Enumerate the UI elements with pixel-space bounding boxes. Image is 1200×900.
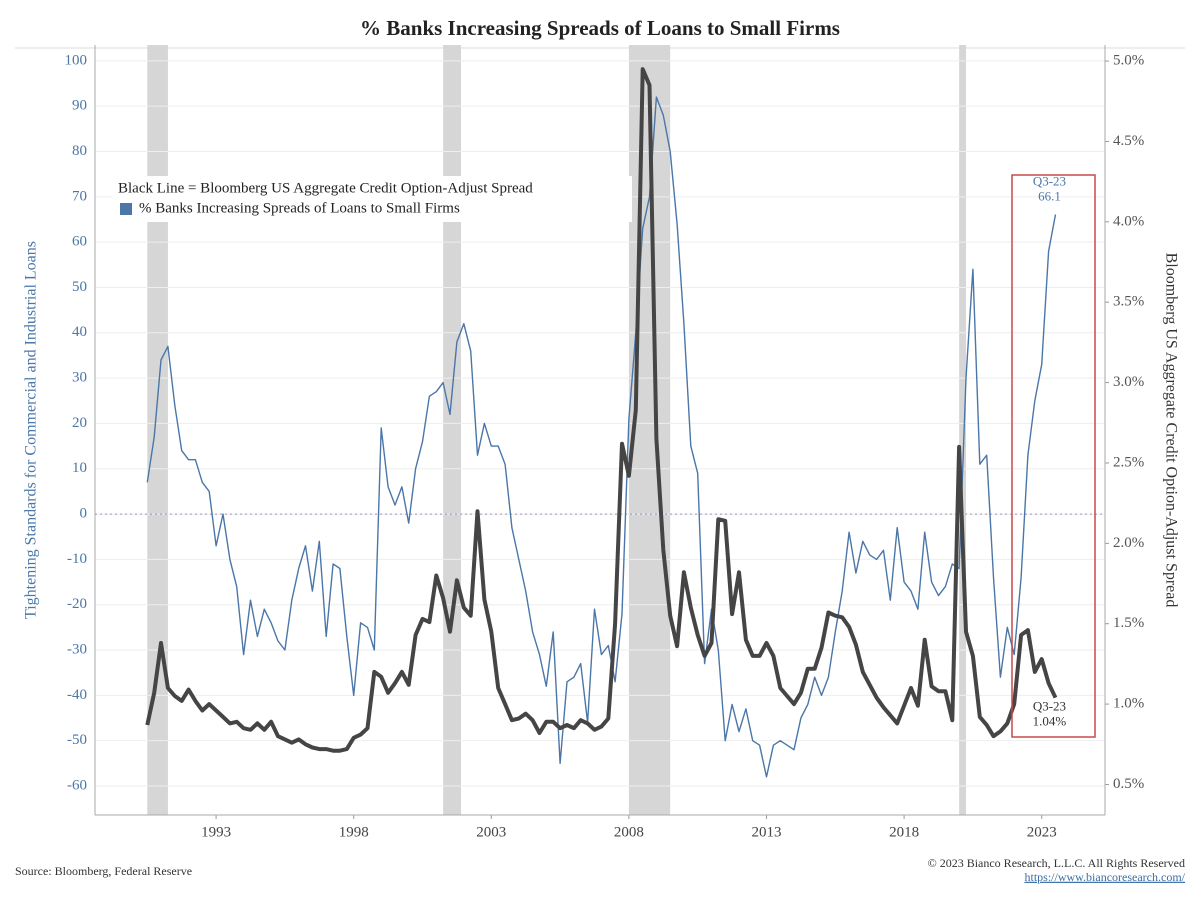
- recession-band: [443, 45, 462, 815]
- y-tick-label: -10: [67, 551, 87, 567]
- legend-label: Black Line = Bloomberg US Aggregate Cred…: [118, 180, 533, 196]
- y2-tick-label: 5.0%: [1113, 53, 1144, 69]
- y2-tick-label: 4.0%: [1113, 213, 1144, 229]
- y2-tick-label: 4.5%: [1113, 133, 1144, 149]
- x-tick-label: 2023: [1027, 824, 1057, 840]
- legend-box: [112, 176, 632, 222]
- x-tick-label: 2013: [751, 824, 781, 840]
- recession-band: [147, 45, 168, 815]
- series-line: [145, 67, 1058, 753]
- highlight-box: [1011, 174, 1096, 738]
- y2-tick-label: 3.5%: [1113, 294, 1144, 310]
- annotation: 1.04%: [1033, 714, 1067, 729]
- y2-tick-label: 3.0%: [1113, 374, 1144, 390]
- y2-tick-label: 1.5%: [1113, 615, 1144, 631]
- x-tick-label: 2008: [614, 824, 644, 840]
- copyright: © 2023 Bianco Research, L.L.C. All Right…: [928, 856, 1185, 870]
- y-tick-label: 70: [72, 188, 87, 204]
- chart-title: % Banks Increasing Spreads of Loans to S…: [360, 16, 840, 40]
- y2-tick-label: 1.0%: [1113, 696, 1144, 712]
- y-tick-label: 40: [72, 324, 87, 340]
- y-axis-label: Tightening Standards for Commercial and …: [23, 241, 40, 619]
- y-tick-label: 50: [72, 279, 87, 295]
- x-tick-label: 1998: [339, 824, 369, 840]
- y-tick-label: 20: [72, 415, 87, 431]
- source: Source: Bloomberg, Federal Reserve: [15, 864, 192, 878]
- y-tick-label: 80: [72, 143, 87, 159]
- legend-swatch: [120, 203, 132, 215]
- y-tick-label: -60: [67, 777, 87, 793]
- url[interactable]: https://www.biancoresearch.com/: [1024, 870, 1185, 884]
- y-tick-label: 60: [72, 234, 87, 250]
- recession-band: [959, 45, 967, 815]
- y-tick-label: 100: [65, 52, 88, 68]
- y-tick-label: -20: [67, 596, 87, 612]
- x-tick-label: 1993: [201, 824, 231, 840]
- y-tick-label: 90: [72, 98, 87, 114]
- plot: -60 -50 -40 -30 -20 -10 0 10 20 30 40 50 60 70 80 90 100…: [65, 45, 1144, 840]
- y-tick-label: -40: [67, 687, 87, 703]
- x-tick-label: 2018: [889, 824, 919, 840]
- y2-tick-label: 2.5%: [1113, 454, 1144, 470]
- annotation: 66.1: [1038, 188, 1061, 203]
- x-tick-label: 2003: [476, 824, 506, 840]
- series-line: [146, 96, 1057, 778]
- y-tick-label: -30: [67, 641, 87, 657]
- y-tick-label: 10: [72, 460, 87, 476]
- annotation: Q3-23: [1033, 699, 1066, 714]
- y-tick-label: 0: [80, 506, 88, 522]
- y2-tick-label: 2.0%: [1113, 535, 1144, 551]
- y-tick-label: 30: [72, 370, 87, 386]
- legend-label: % Banks Increasing Spreads of Loans to S…: [139, 200, 460, 216]
- y2-tick-label: 0.5%: [1113, 776, 1144, 792]
- annotation: Q3-23: [1033, 173, 1066, 188]
- y-tick-label: -50: [67, 732, 87, 748]
- legend: Black Line = Bloomberg US Aggregate Cred…: [112, 176, 632, 222]
- y2-axis-label: Bloomberg US Aggregate Credit Option-Adj…: [1162, 253, 1179, 608]
